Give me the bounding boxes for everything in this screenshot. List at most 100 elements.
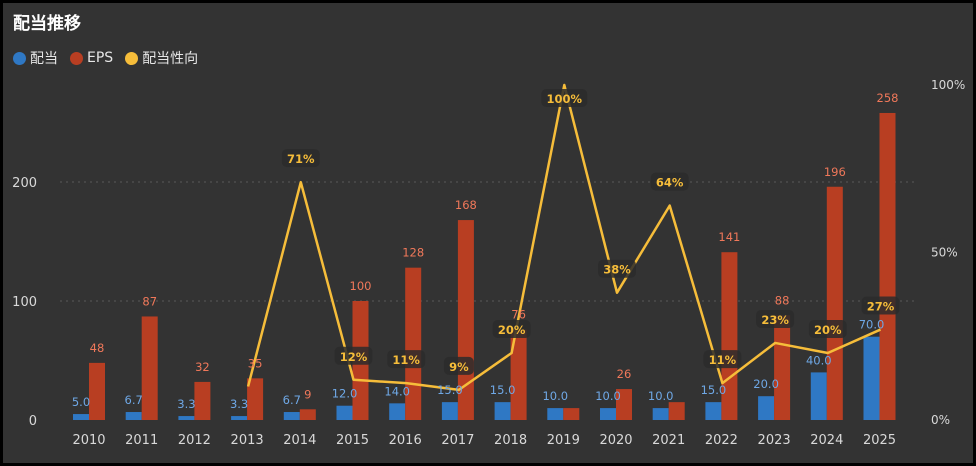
bar-eps: [141, 316, 158, 420]
x-axis-tick-label: 2023: [758, 433, 791, 448]
data-label-payout-ratio: 11%: [709, 353, 737, 367]
x-axis-tick-label: 2010: [72, 433, 105, 448]
bar-dividend: [810, 372, 827, 420]
bar-eps: [563, 408, 580, 420]
right-axis-tick-label: 100%: [931, 78, 965, 92]
bar-dividend: [547, 408, 564, 420]
right-axis-tick-label: 0%: [931, 413, 950, 427]
x-axis-tick-label: 2013: [231, 433, 264, 448]
data-label-payout-ratio: 100%: [547, 92, 583, 106]
bar-eps: [405, 267, 422, 420]
bar-eps: [299, 409, 316, 420]
data-label-dividend: 6.7: [283, 393, 301, 407]
bar-dividend: [705, 402, 722, 420]
data-label-eps: 35: [248, 356, 263, 370]
x-axis-tick-label: 2022: [705, 433, 738, 448]
legend: 配当 EPS 配当性向: [13, 48, 198, 68]
legend-dot-eps: [70, 51, 83, 65]
data-label-payout-ratio: 20%: [498, 323, 526, 337]
data-label-dividend: 5.0: [72, 395, 90, 409]
data-label-bg-payout-ratio: [541, 89, 588, 107]
bar-dividend: [73, 414, 89, 420]
x-axis-tick-label: 2012: [178, 433, 211, 448]
bar-eps: [616, 389, 632, 420]
bar-dividend: [231, 416, 248, 420]
data-label-dividend: 40.0: [806, 353, 832, 367]
data-label-dividend: 15.0: [437, 383, 463, 397]
data-label-eps: 196: [824, 165, 846, 179]
data-label-dividend: 6.7: [125, 393, 143, 407]
data-label-payout-ratio: 64%: [656, 176, 684, 190]
x-axis-tick-label: 2011: [125, 433, 158, 448]
chart-plot: 0 100 200 0% 50% 100% 2010 2011 2012 2013 2014 2015…: [12, 78, 965, 448]
data-label-bg-payout-ratio: [387, 350, 426, 369]
data-label-eps: 128: [402, 246, 424, 260]
data-label-bg-payout-ratio: [756, 309, 795, 328]
data-label-bg-payout-ratio: [650, 172, 689, 191]
bar-eps: [721, 252, 738, 420]
legend-label-dividend: 配当: [30, 51, 58, 67]
data-label-dividend: 70.0: [859, 318, 885, 332]
data-label-payout-ratio: 27%: [867, 300, 895, 314]
bar-dividend: [178, 416, 195, 420]
x-axis-tick-label: 2025: [863, 433, 896, 448]
data-label-payout-ratio: 71%: [287, 152, 315, 166]
x-axis-tick-label: 2021: [652, 433, 685, 448]
x-axis-tick-label: 2015: [336, 433, 369, 448]
x-axis-tick-label: 2024: [810, 433, 843, 448]
bar-eps: [879, 112, 896, 420]
bar-dividend: [283, 412, 300, 420]
left-axis-tick-label: 100: [12, 295, 37, 310]
data-label-dividend: 15.0: [490, 383, 516, 397]
bar-dividend: [600, 408, 616, 420]
data-label-eps: 141: [718, 230, 740, 244]
data-label-bg-payout-ratio: [492, 320, 531, 338]
chart-title: 配当推移: [13, 14, 81, 34]
data-label-bg-payout-ratio: [861, 296, 900, 315]
data-label-eps: 100: [350, 279, 372, 293]
data-label-bg-payout-ratio: [598, 259, 636, 278]
bar-dividend: [494, 402, 511, 420]
bar-eps: [247, 378, 264, 420]
data-label-eps: 32: [195, 360, 210, 374]
line-payout-ratio: [246, 83, 882, 392]
legend-dot-dividend: [13, 51, 26, 65]
legend-item-payout-ratio[interactable]: 配当性向: [125, 48, 198, 68]
data-label-dividend: 14.0: [384, 384, 410, 398]
data-label-dividend: 3.3: [177, 397, 195, 411]
data-label-eps: 258: [877, 91, 899, 105]
legend-item-eps[interactable]: EPS: [70, 50, 113, 66]
bar-eps: [668, 402, 685, 420]
x-axis-tick-label: 2014: [283, 433, 316, 448]
data-label-dividend: 3.3: [230, 397, 248, 411]
data-label-payout-ratio: 20%: [814, 323, 842, 337]
bar-eps: [89, 362, 105, 420]
data-label-dividend: 10.0: [648, 389, 674, 403]
data-label-eps: 9: [304, 387, 311, 401]
legend-label-payout-ratio: 配当性向: [142, 51, 199, 67]
bar-dividend: [758, 396, 775, 420]
data-label-eps: 26: [617, 367, 632, 381]
data-label-dividend: 20.0: [753, 377, 779, 391]
data-label-bg-payout-ratio: [703, 350, 742, 369]
data-label-eps: 87: [142, 294, 157, 308]
data-label-eps: 88: [775, 293, 790, 307]
bar-eps: [510, 329, 527, 420]
bar-dividend: [863, 336, 880, 420]
bar-dividend: [652, 408, 669, 420]
data-label-bg-payout-ratio: [443, 356, 474, 375]
data-label-payout-ratio: 23%: [761, 313, 789, 327]
data-label-eps: 168: [455, 198, 477, 212]
data-label-dividend: 10.0: [542, 389, 568, 403]
bar-eps: [774, 315, 791, 420]
bar-eps: [826, 186, 843, 420]
legend-item-dividend[interactable]: 配当: [13, 48, 58, 68]
bar-dividend: [336, 405, 353, 420]
data-label-payout-ratio: 12%: [340, 350, 368, 364]
legend-label-eps: EPS: [87, 50, 114, 66]
legend-dot-payout-ratio: [125, 51, 139, 65]
data-label-dividend: 15.0: [701, 383, 727, 397]
left-axis-tick-label: 0: [29, 414, 37, 429]
data-label-bg-payout-ratio: [281, 149, 320, 168]
